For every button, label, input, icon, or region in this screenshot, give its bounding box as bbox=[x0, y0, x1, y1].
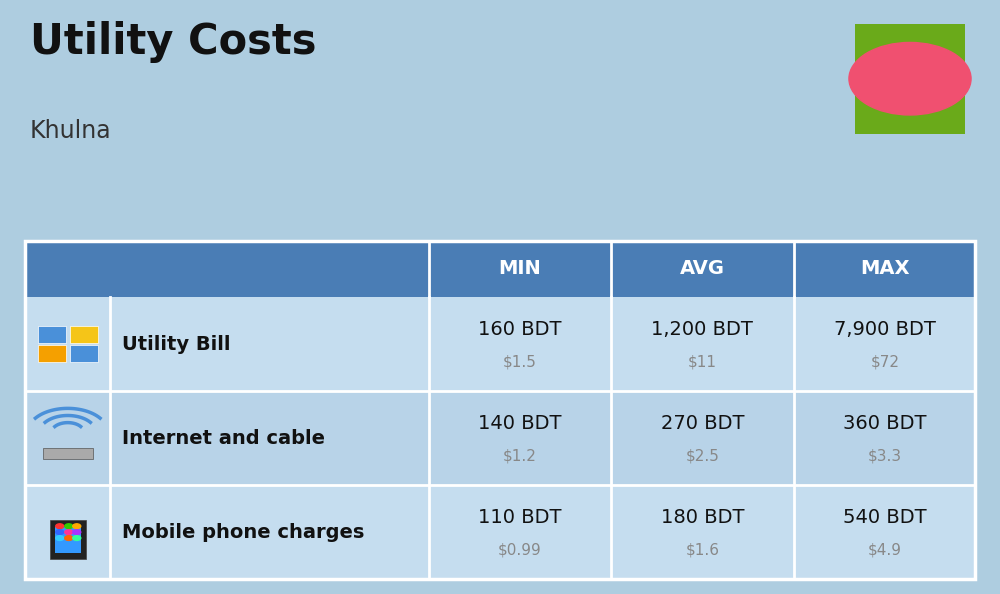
Text: 110 BDT: 110 BDT bbox=[478, 508, 562, 527]
Text: 7,900 BDT: 7,900 BDT bbox=[834, 320, 936, 339]
Text: Utility Bill: Utility Bill bbox=[122, 334, 231, 353]
Bar bbox=[55, 527, 81, 553]
Text: $3.3: $3.3 bbox=[868, 448, 902, 463]
Bar bbox=[25, 241, 975, 579]
Text: Mobile phone charges: Mobile phone charges bbox=[122, 523, 365, 542]
Text: $4.9: $4.9 bbox=[868, 542, 902, 557]
Text: 140 BDT: 140 BDT bbox=[478, 414, 562, 432]
Circle shape bbox=[73, 536, 81, 541]
Circle shape bbox=[56, 536, 64, 541]
Text: Internet and cable: Internet and cable bbox=[122, 429, 326, 447]
Bar bbox=[855, 24, 965, 134]
Text: 360 BDT: 360 BDT bbox=[843, 414, 927, 432]
Text: $1.2: $1.2 bbox=[503, 448, 537, 463]
Text: $1.5: $1.5 bbox=[503, 355, 537, 369]
Circle shape bbox=[65, 536, 73, 541]
Text: 160 BDT: 160 BDT bbox=[478, 320, 562, 339]
Text: 540 BDT: 540 BDT bbox=[843, 508, 927, 527]
Bar bbox=[70, 326, 98, 343]
Text: Khulna: Khulna bbox=[30, 119, 112, 143]
Text: AVG: AVG bbox=[680, 260, 725, 278]
Circle shape bbox=[56, 524, 64, 529]
Bar bbox=[25, 391, 975, 485]
Text: MAX: MAX bbox=[860, 260, 910, 278]
Bar bbox=[43, 448, 93, 459]
Text: MIN: MIN bbox=[499, 260, 541, 278]
Circle shape bbox=[849, 42, 971, 115]
Text: 270 BDT: 270 BDT bbox=[661, 414, 744, 432]
Circle shape bbox=[65, 530, 73, 535]
Text: 180 BDT: 180 BDT bbox=[661, 508, 744, 527]
Text: $2.5: $2.5 bbox=[685, 448, 719, 463]
Bar bbox=[38, 345, 66, 362]
Bar bbox=[38, 326, 66, 343]
Circle shape bbox=[73, 530, 81, 535]
Text: 1,200 BDT: 1,200 BDT bbox=[651, 320, 753, 339]
Circle shape bbox=[73, 524, 81, 529]
Bar bbox=[25, 485, 975, 579]
Bar bbox=[25, 241, 975, 297]
Text: Utility Costs: Utility Costs bbox=[30, 21, 316, 63]
Circle shape bbox=[56, 530, 64, 535]
Bar bbox=[50, 520, 86, 559]
Text: $72: $72 bbox=[870, 355, 899, 369]
Bar bbox=[70, 345, 98, 362]
Text: $11: $11 bbox=[688, 355, 717, 369]
Circle shape bbox=[65, 524, 73, 529]
Text: $1.6: $1.6 bbox=[685, 542, 719, 557]
Bar bbox=[25, 297, 975, 391]
Text: $0.99: $0.99 bbox=[498, 542, 542, 557]
